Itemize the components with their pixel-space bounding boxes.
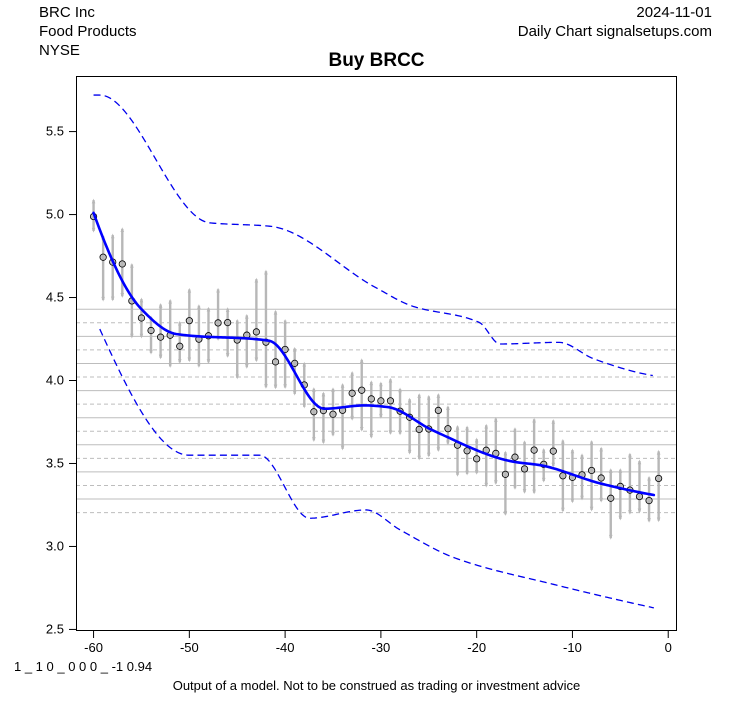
svg-text:3.0: 3.0 [46,538,64,553]
svg-text:-60: -60 [84,640,103,655]
svg-text:3.5: 3.5 [46,455,64,470]
svg-text:5.0: 5.0 [46,207,64,222]
svg-text:-10: -10 [563,640,582,655]
svg-text:2.5: 2.5 [46,621,64,636]
svg-text:-50: -50 [180,640,199,655]
svg-text:4.0: 4.0 [46,373,64,388]
svg-text:-30: -30 [371,640,390,655]
svg-text:4.5: 4.5 [46,290,64,305]
svg-text:0: 0 [665,640,672,655]
svg-text:-20: -20 [467,640,486,655]
svg-text:5.5: 5.5 [46,124,64,139]
svg-text:-40: -40 [276,640,295,655]
